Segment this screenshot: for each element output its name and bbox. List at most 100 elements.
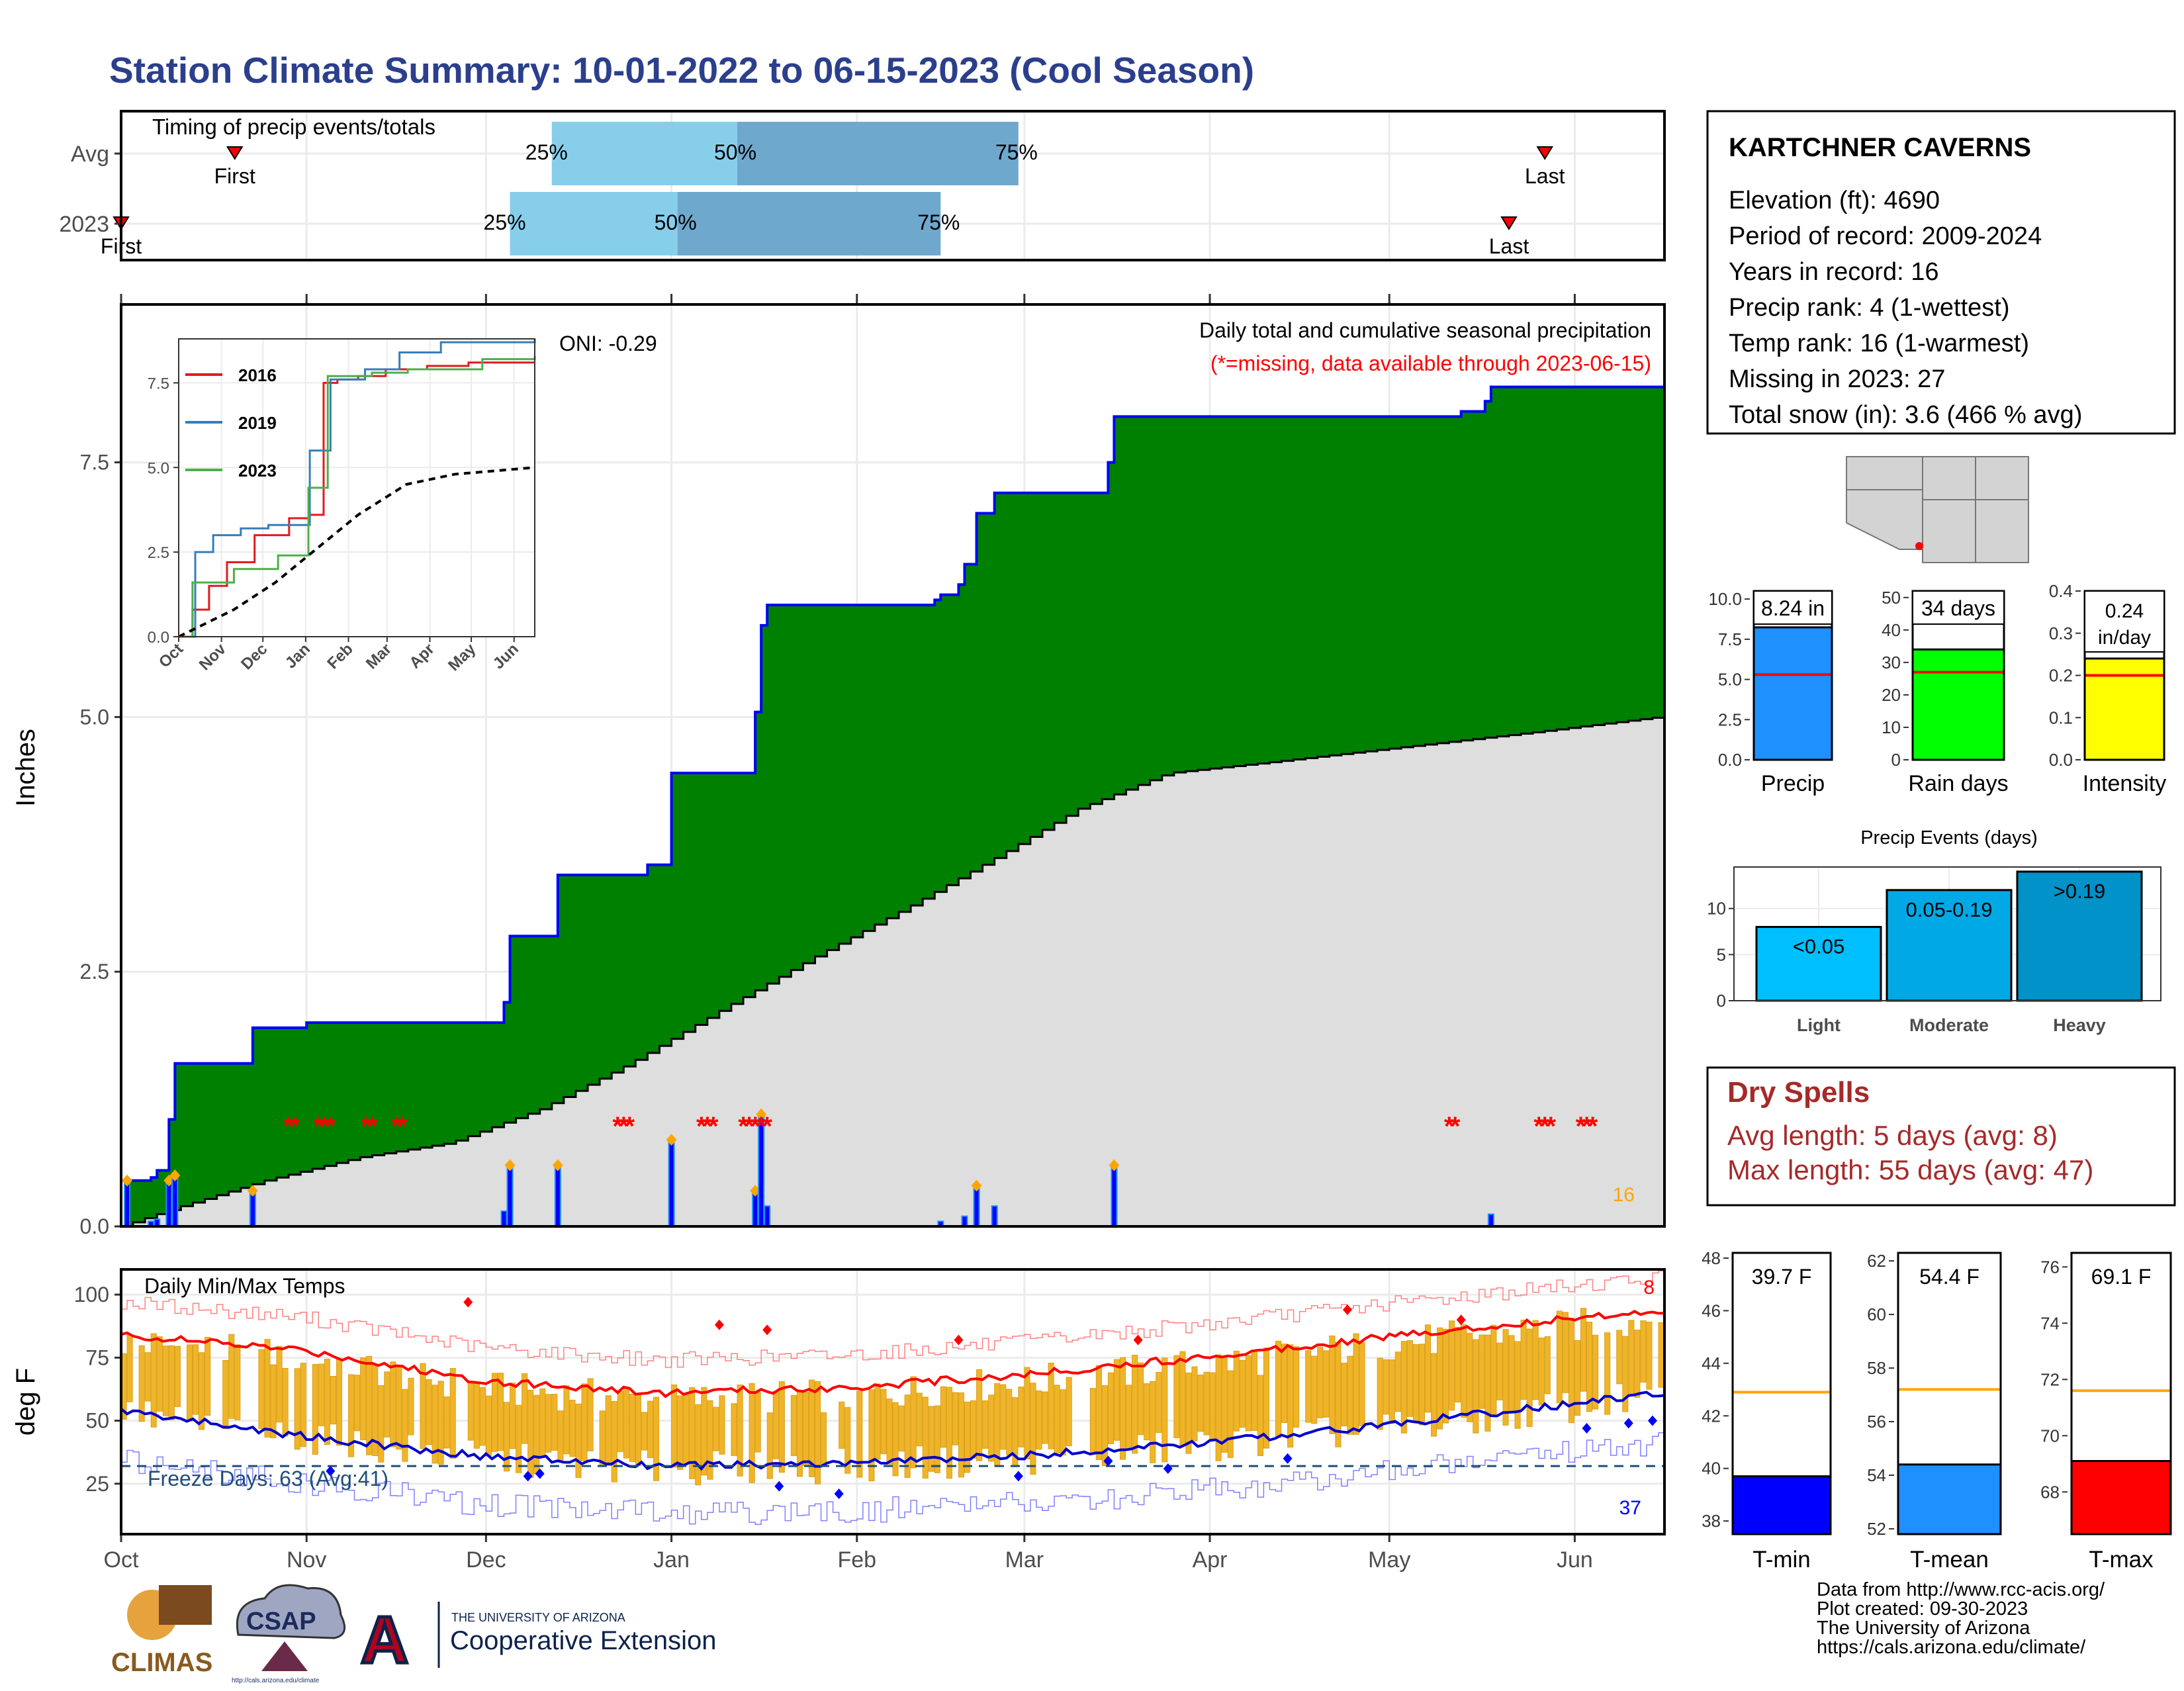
tempbar-category-label: T-max [2089,1547,2154,1573]
daily-temp-bar [1646,1322,1653,1390]
season-1-ytick-label: 0 [1891,750,1901,770]
daily-temp-bar [1161,1357,1168,1463]
tempbar-2-ytick-label: 76 [2040,1257,2060,1277]
daily-temp-bar [1305,1350,1312,1423]
daily-temp-bar [354,1375,361,1432]
daily-temp-bar [1018,1387,1024,1447]
tempbar-1-ytick-label: 60 [1867,1304,1886,1324]
climas-name: CLIMAS [111,1648,212,1677]
season-1-ytick-label: 40 [1882,620,1901,640]
season-2-label-box [2084,590,2165,653]
daily-temp-bar [1221,1356,1228,1453]
daily-temp-bar [1479,1334,1485,1409]
daily-precip-bar [124,1179,131,1228]
daily-temp-bar [449,1368,456,1459]
daily-temp-bar [1658,1322,1664,1388]
daily-temp-bar [1030,1383,1036,1475]
daily-temp-bar [1233,1350,1240,1432]
precip-ytick-label: 0.0 [80,1214,109,1238]
missing-day-marker: * [756,1112,766,1141]
ua-logo: A THE UNIVERSITY OF ARIZONA Cooperative … [359,1602,717,1679]
daily-temp-bar [1490,1324,1497,1416]
record-low-marker [1647,1415,1657,1426]
daily-temp-bar [1568,1317,1575,1424]
season-0-ytick-label: 0.0 [1718,750,1742,770]
timing-label-p75: 75% [995,140,1038,164]
daily-temp-bar [1634,1330,1641,1398]
freeze-days-label: Freeze Days: 63 (Avg:41) [148,1467,388,1490]
daily-precip-marker [552,1159,563,1171]
daily-temp-bar [1185,1372,1192,1454]
daily-temp-bar [378,1385,385,1463]
daily-temp-bar [904,1394,911,1478]
precip-events-panel: Precip Events (days) <0.05 Light 0.05-0.19 M… [1707,827,2161,1035]
season-2-bar [2083,657,2165,761]
daily-temp-bar [563,1385,570,1455]
daily-precip-marker [971,1179,982,1192]
daily-temp-bar [982,1400,989,1449]
daily-temp-bar [1467,1332,1473,1422]
missing-day-marker: * [612,1112,623,1141]
daily-temp-bar [575,1403,582,1478]
daily-temp-bar [874,1383,881,1460]
daily-precip-bar [1111,1164,1118,1227]
daily-temp-bar [1107,1372,1115,1444]
inset-series-line [179,355,536,638]
timing-bar-25-50 [510,192,678,255]
daily-precip-bar [764,1205,771,1227]
daily-temp-bar [587,1378,594,1451]
tempbar-0-ytick-label: 38 [1702,1511,1721,1531]
timing-label-p25: 25% [525,140,568,164]
timing-row-label: Avg [71,142,109,167]
daily-temp-bar [162,1346,169,1416]
event-bar-label: 0.05-0.19 [1906,898,1993,921]
daily-temp-bar [1119,1357,1126,1460]
daily-temp-bar [1394,1351,1401,1412]
timing-label-p50: 50% [655,210,697,234]
timing-last-label: Last [1489,234,1529,258]
daily-temp-bar [1406,1340,1413,1417]
temp-ytick-label: 25 [85,1472,109,1496]
daily-temp-bar [695,1404,702,1486]
daily-temp-bar [1173,1355,1180,1438]
daily-temp-bar [988,1394,995,1462]
timing-frame [120,110,1666,261]
tempbar-1-ytick-label: 54 [1867,1465,1886,1485]
daily-temp-bar [1508,1335,1515,1412]
daily-temp-bar [222,1359,229,1430]
daily-temp-bar [928,1406,934,1472]
events-ytick-label: 0 [1717,991,1726,1011]
daily-precip-bar [500,1210,508,1228]
daily-temp-bar [892,1402,899,1477]
inset-ytick-label: 7.5 [148,375,169,392]
season-2-ytick-label: 0.3 [2049,623,2073,643]
daily-temp-bar [1144,1383,1150,1441]
missing-day-marker: * [283,1112,294,1141]
precip-ylabel: Inches [11,729,40,807]
record-low-marker [523,1471,533,1482]
missing-day-marker: * [1582,1112,1592,1141]
precip-title: Daily total and cumulative seasonal prec… [1199,318,1651,342]
temp-xtick-label: May [1368,1547,1410,1573]
daily-temp-bar [1095,1365,1102,1461]
tempbar-1-frame [1897,1252,2002,1535]
record-high-marker [714,1319,724,1330]
missing-day-marker: * [696,1112,707,1141]
daily-temp-bar [1281,1344,1288,1423]
daily-temp-bar [617,1391,623,1452]
normal-precip-line [121,716,1666,1228]
dry-spells-title: Dry Spells [1727,1076,1870,1109]
event-bar-light [1755,926,1882,1002]
daily-temp-bar [868,1389,875,1482]
daily-temp-bar [581,1383,588,1461]
season-category-label: Precip [1761,771,1825,796]
daily-temp-bar [1126,1385,1132,1449]
daily-temp-bar [1000,1384,1007,1450]
daily-temp-bar [192,1344,199,1415]
record-high-marker [1342,1304,1352,1315]
tempbar-category-label: T-min [1752,1547,1811,1573]
daily-temp-bar [844,1407,851,1474]
season-0-bar [1752,626,1833,761]
